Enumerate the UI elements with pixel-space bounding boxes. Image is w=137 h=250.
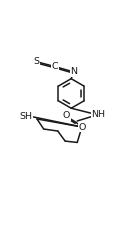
Text: N: N xyxy=(70,68,77,76)
Text: NH: NH xyxy=(91,110,105,120)
Text: C: C xyxy=(52,62,58,71)
Text: O: O xyxy=(63,111,70,120)
Text: S: S xyxy=(33,57,39,66)
Text: SH: SH xyxy=(19,112,32,121)
Text: O: O xyxy=(78,122,86,132)
